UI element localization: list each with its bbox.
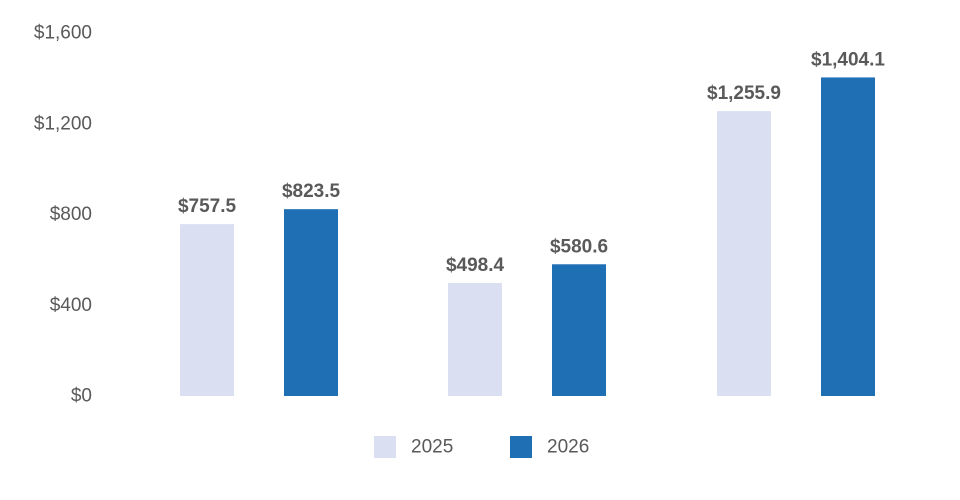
y-tick-label: $1,200 (34, 113, 92, 134)
y-axis: $0 $400 $800 $1,200 $1,600 (34, 23, 92, 407)
bar-2025-3 (717, 111, 771, 396)
bar-2026-2 (552, 264, 606, 396)
bar-2025-2 (448, 282, 502, 396)
data-label: $1,255.9 (707, 83, 781, 104)
y-tick-label: $1,600 (34, 23, 92, 44)
legend-label: 2025 (411, 437, 453, 458)
legend-swatch-2026 (510, 436, 532, 458)
data-labels: $757.5 $498.4 $1,255.9 $823.5 $580.6 $1,404.1 (178, 49, 885, 275)
data-label: $823.5 (282, 181, 341, 202)
bar-2026-3 (821, 77, 875, 396)
legend-label: 2026 (547, 437, 589, 458)
data-label: $757.5 (178, 196, 237, 217)
y-tick-label: $800 (50, 204, 92, 225)
y-tick-label: $0 (71, 386, 92, 407)
data-label: $498.4 (446, 255, 505, 276)
legend-swatch-2025 (374, 436, 396, 458)
y-tick-label: $400 (50, 295, 92, 316)
data-label: $580.6 (550, 236, 608, 257)
bars (180, 77, 875, 396)
bar-2025-1 (180, 224, 234, 396)
bar-2026-1 (284, 209, 338, 396)
legend: 2025 2026 (374, 436, 589, 458)
data-label: $1,404.1 (811, 49, 885, 70)
